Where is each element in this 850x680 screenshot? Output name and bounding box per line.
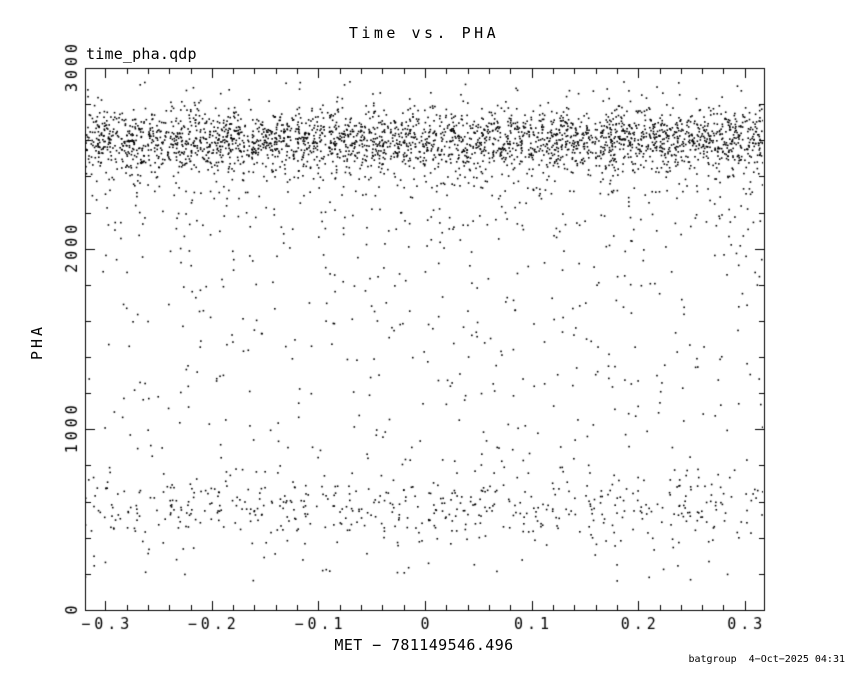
plot-title: Time vs. PHA [348,24,500,42]
x-axis-label: MET − 781149546.496 [334,636,514,654]
plot-credit-timestamp: batgroup 4−Oct−2025 04:31 [688,654,845,665]
y-axis-label: PHA [28,323,46,361]
dataset-filename-label: time_pha.qdp [86,45,197,63]
